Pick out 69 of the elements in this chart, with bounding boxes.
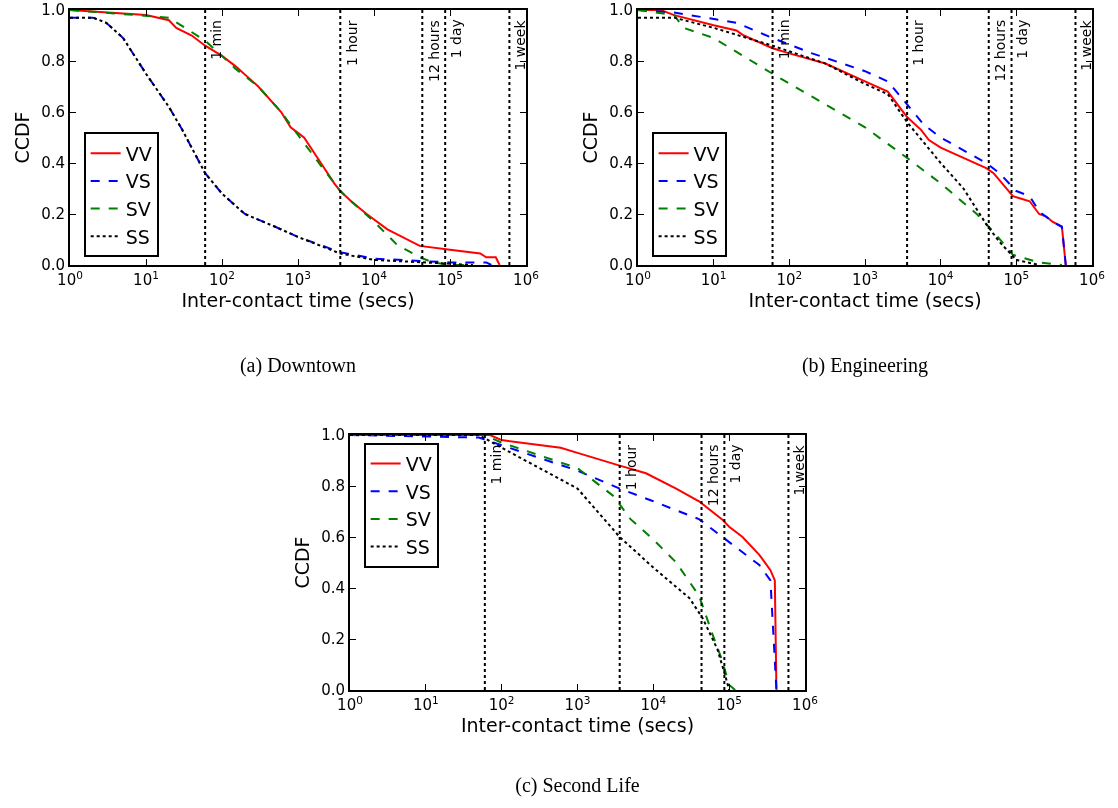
legend-label: SS [405,536,430,559]
y-tick-label: 1.0 [609,1,633,20]
x-tick-label: 10$^{2}$ [488,693,515,714]
ref-line-label: 1 week [1078,19,1095,71]
ref-line-label: 1 day [727,444,744,484]
y-tick-label: 0.4 [321,579,345,598]
legend-label: VV [405,452,432,475]
legend-label: SV [693,198,719,221]
y-tick-label: 1.0 [41,1,65,20]
y-axis-title: CCDF [291,536,314,589]
y-axis-title: CCDF [579,111,602,164]
x-tick-label: 10$^{6}$ [1079,268,1106,289]
legend-label: SS [693,225,718,248]
x-tick-label: 10$^{5}$ [437,268,463,289]
ref-line-label: 1 hour [623,444,640,491]
text: (a) Downtown [239,353,357,377]
ref-line-label: 1 week [512,19,529,71]
y-tick-label: 0.8 [41,52,65,71]
x-tick-label: 10$^{3}$ [852,268,878,289]
legend-label: VS [405,480,431,503]
y-tick-label: 0.6 [609,103,633,122]
x-tick-label: 10$^{1}$ [133,268,159,289]
text: (c) Second Life [515,774,640,798]
legend-label: SV [125,198,151,221]
y-axis-title: CCDF [11,111,34,164]
legend-label: VS [125,170,151,193]
x-tick-label: 10$^{2}$ [209,268,235,289]
x-axis-title: Inter-contact time (secs) [748,289,982,311]
x-tick-label: 10$^{4}$ [640,693,667,714]
y-tick-label: 0.4 [41,154,65,173]
ref-line-label: 1 day [448,19,465,59]
ref-line-label: 1 week [791,444,808,496]
x-tick-label: 10$^{6}$ [513,268,540,289]
x-tick-label: 10$^{3}$ [285,268,311,289]
x-tick-label: 10$^{5}$ [1003,268,1030,289]
text: (b) Engineering [801,353,929,377]
legend-label: VV [693,142,720,165]
ref-line-label: 1 hour [910,20,927,66]
y-tick-label: 0.2 [609,205,633,224]
y-tick-label: 0.2 [321,630,345,649]
y-tick-label: 1.0 [321,426,345,445]
ref-line-label: 1 min [488,444,505,485]
ref-line-label: 1 hour [343,20,360,66]
legend-label: SV [405,508,431,531]
x-tick-label: 10$^{1}$ [700,268,727,289]
y-tick-label: 0.6 [41,103,65,122]
x-tick-label: 10$^{1}$ [412,693,439,714]
x-tick-label: 10$^{4}$ [927,268,954,289]
y-tick-label: 0.8 [321,477,345,496]
x-tick-label: 10$^{3}$ [564,693,591,714]
x-tick-label: 10$^{5}$ [716,693,743,714]
x-tick-label: 10$^{6}$ [792,693,819,714]
y-tick-label: 0.4 [609,154,633,173]
x-tick-label: 10$^{2}$ [776,268,803,289]
ref-line-label: 1 day [1014,19,1031,59]
y-tick-label: 0.8 [609,52,633,71]
legend-label: SS [125,225,150,248]
x-axis-title: Inter-contact time (secs) [181,289,415,311]
ref-line-label: 1 min [775,19,792,60]
x-tick-label: 10$^{4}$ [361,268,388,289]
y-tick-label: 0.2 [41,205,65,224]
y-tick-label: 0.6 [321,528,345,547]
legend-label: VV [125,142,152,165]
x-axis-title: Inter-contact time (secs) [460,714,695,736]
ref-line-label: 12 hours [704,444,721,507]
ref-line-label: 12 hours [425,20,442,82]
legend-label: VS [693,170,719,193]
ref-line-label: 1 min [208,20,225,60]
ref-line-label: 12 hours [992,19,1009,82]
